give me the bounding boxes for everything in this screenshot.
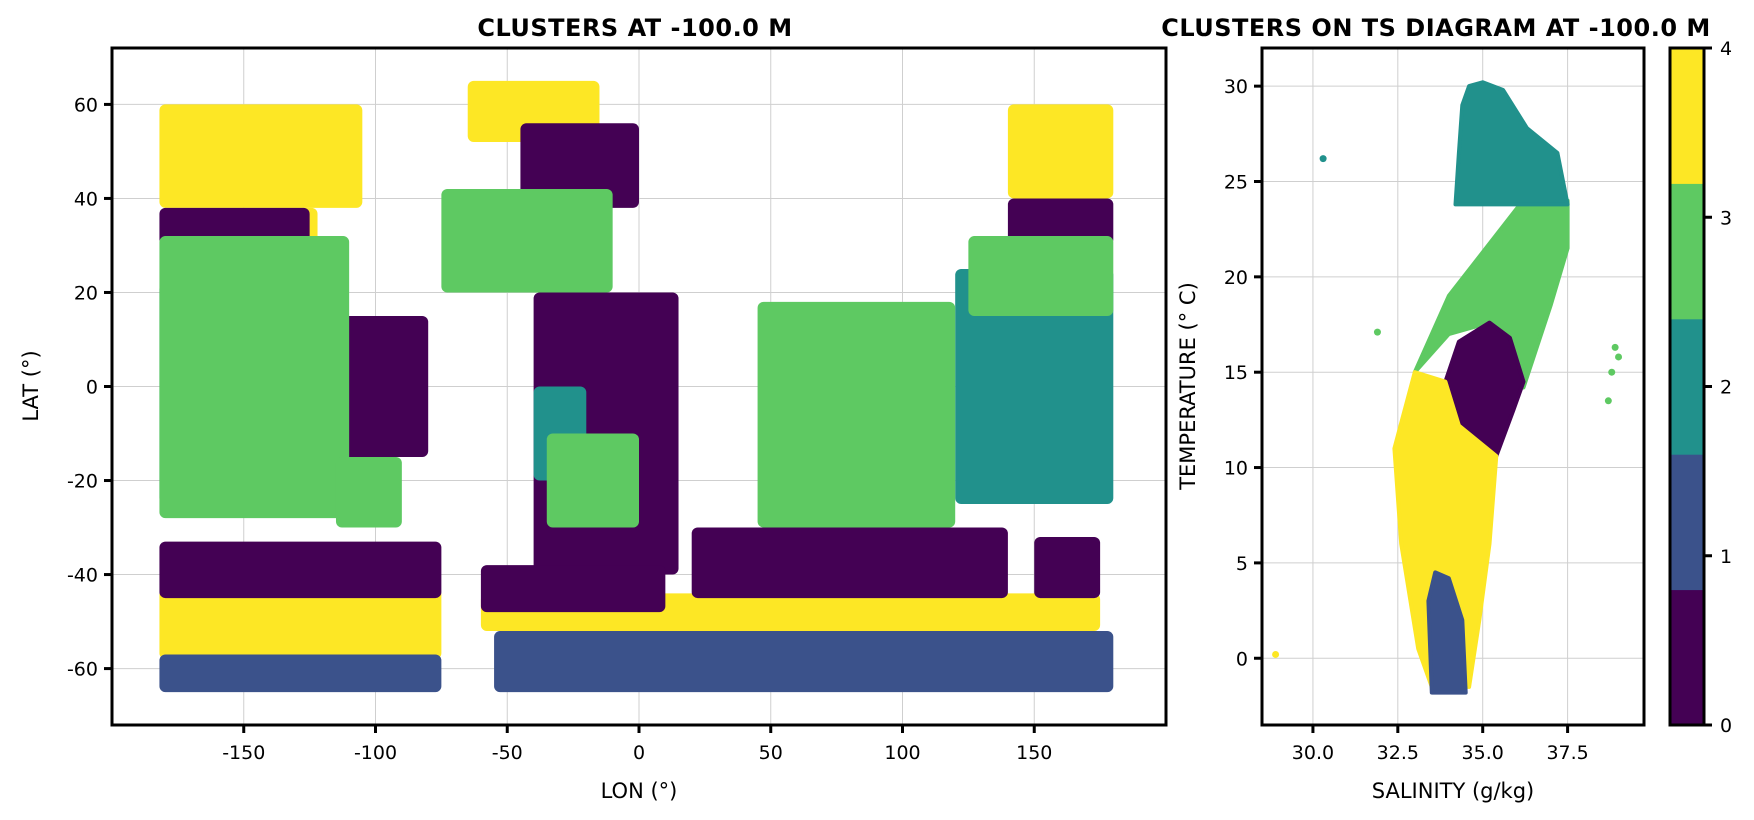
colorbar-segment-3 xyxy=(1670,183,1704,320)
map-y-tick-label: 40 xyxy=(74,188,98,210)
map-cluster-3-region xyxy=(441,189,613,293)
ts-outlier-point xyxy=(1373,328,1381,336)
colorbar-segment-0 xyxy=(1670,589,1704,726)
map-cluster-0-region xyxy=(520,123,639,208)
colorbar-segments xyxy=(1670,48,1704,726)
map-cluster-0-region xyxy=(1007,198,1114,246)
map-cluster-3-region xyxy=(335,457,402,528)
ts-x-tick-label: 37.5 xyxy=(1546,742,1588,764)
map-cluster-2-region xyxy=(955,268,1114,505)
ts-x-ticks: 30.0 32.5 35.0 37.5 xyxy=(1292,725,1589,764)
colorbar-segment-1 xyxy=(1670,454,1704,591)
ts-y-label: TEMPERATURE (° C) xyxy=(1176,282,1200,491)
map-x-tick-label: -50 xyxy=(492,742,523,764)
ts-outlier-point xyxy=(1319,155,1327,163)
map-cluster-3-region xyxy=(757,301,956,528)
ts-outlier-point xyxy=(1604,397,1612,405)
map-x-tick-label: 0 xyxy=(633,742,645,764)
map-cluster-0-region xyxy=(1034,536,1101,599)
map-y-tick-label: 60 xyxy=(74,94,98,116)
map-x-tick-label: -100 xyxy=(354,742,397,764)
colorbar-tick-label: 1 xyxy=(1720,546,1732,568)
map-y-tick-label: 0 xyxy=(86,377,98,399)
map-y-tick-label: 20 xyxy=(74,282,98,304)
ts-y-tick-label: 20 xyxy=(1224,267,1248,289)
map-data-points xyxy=(159,80,1114,693)
ts-data-points xyxy=(1272,80,1623,695)
ts-outlier-point xyxy=(1608,368,1616,376)
map-y-tick-label: -60 xyxy=(67,659,98,681)
ts-outlier-point xyxy=(1615,353,1623,361)
ts-x-tick-label: 32.5 xyxy=(1377,742,1419,764)
ts-outlier-point xyxy=(1272,650,1280,658)
map-y-label: LAT (°) xyxy=(19,350,43,421)
colorbar-tick-label: 0 xyxy=(1720,715,1732,737)
ts-y-tick-label: 15 xyxy=(1224,362,1248,384)
map-x-tick-label: 100 xyxy=(884,742,920,764)
map-y-tick-label: -20 xyxy=(67,471,98,493)
ts-y-tick-label: 5 xyxy=(1236,553,1248,575)
map-cluster-0-region xyxy=(159,541,442,599)
map-x-tick-label: -150 xyxy=(222,742,265,764)
ts-x-tick-label: 30.0 xyxy=(1292,742,1334,764)
colorbar-segment-4 xyxy=(1670,48,1704,184)
map-panel: CLUSTERS AT -100.0 M -150 -100 -50 0 50 100 15… xyxy=(19,14,1168,803)
map-cluster-3-region xyxy=(159,236,350,519)
map-title: CLUSTERS AT -100.0 M xyxy=(477,14,792,42)
colorbar-segment-2 xyxy=(1670,318,1704,455)
map-x-label: LON (°) xyxy=(601,779,678,803)
ts-x-tick-label: 35.0 xyxy=(1462,742,1504,764)
map-cluster-4-region xyxy=(159,104,363,208)
ts-y-tick-label: 0 xyxy=(1236,648,1248,670)
map-cluster-1-region xyxy=(159,654,442,693)
map-cluster-3-region xyxy=(546,433,639,528)
map-y-ticks: 60 40 20 0 -20 -40 -60 xyxy=(67,94,112,681)
map-cluster-1-region xyxy=(494,630,1114,693)
map-cluster-3-region xyxy=(968,236,1114,316)
ts-x-label: SALINITY (g/kg) xyxy=(1372,779,1535,803)
colorbar-ticks: 0 1 2 3 4 xyxy=(1704,38,1732,737)
ts-y-tick-label: 10 xyxy=(1224,458,1248,480)
ts-cluster-1-region xyxy=(1426,570,1468,695)
colorbar-tick-label: 4 xyxy=(1720,38,1732,60)
map-cluster-0-region xyxy=(691,527,1008,599)
map-x-tick-label: 50 xyxy=(759,742,783,764)
ts-y-tick-label: 25 xyxy=(1224,171,1248,193)
ts-y-tick-label: 30 xyxy=(1224,76,1248,98)
ts-cluster-4-region xyxy=(1392,370,1499,689)
colorbar-tick-label: 2 xyxy=(1720,377,1732,399)
map-y-tick-label: -40 xyxy=(67,565,98,587)
colorbar: 0 1 2 3 4 xyxy=(1668,38,1732,737)
ts-panel: CLUSTERS ON TS DIAGRAM AT -100.0 M 30.0 3… xyxy=(1161,14,1711,803)
map-cluster-4-region xyxy=(1007,104,1114,199)
ts-outlier-point xyxy=(1611,343,1619,351)
map-cluster-0-region xyxy=(480,565,666,613)
ts-cluster-2-region xyxy=(1453,80,1570,207)
map-cluster-4-region xyxy=(159,588,442,660)
colorbar-tick-label: 3 xyxy=(1720,207,1732,229)
ts-title: CLUSTERS ON TS DIAGRAM AT -100.0 M xyxy=(1161,14,1711,42)
map-x-ticks: -150 -100 -50 0 50 100 150 xyxy=(222,725,1052,764)
ts-y-ticks: 30 25 20 15 10 5 0 xyxy=(1224,76,1262,670)
ts-frame xyxy=(1260,46,1646,727)
map-x-tick-label: 150 xyxy=(1016,742,1052,764)
